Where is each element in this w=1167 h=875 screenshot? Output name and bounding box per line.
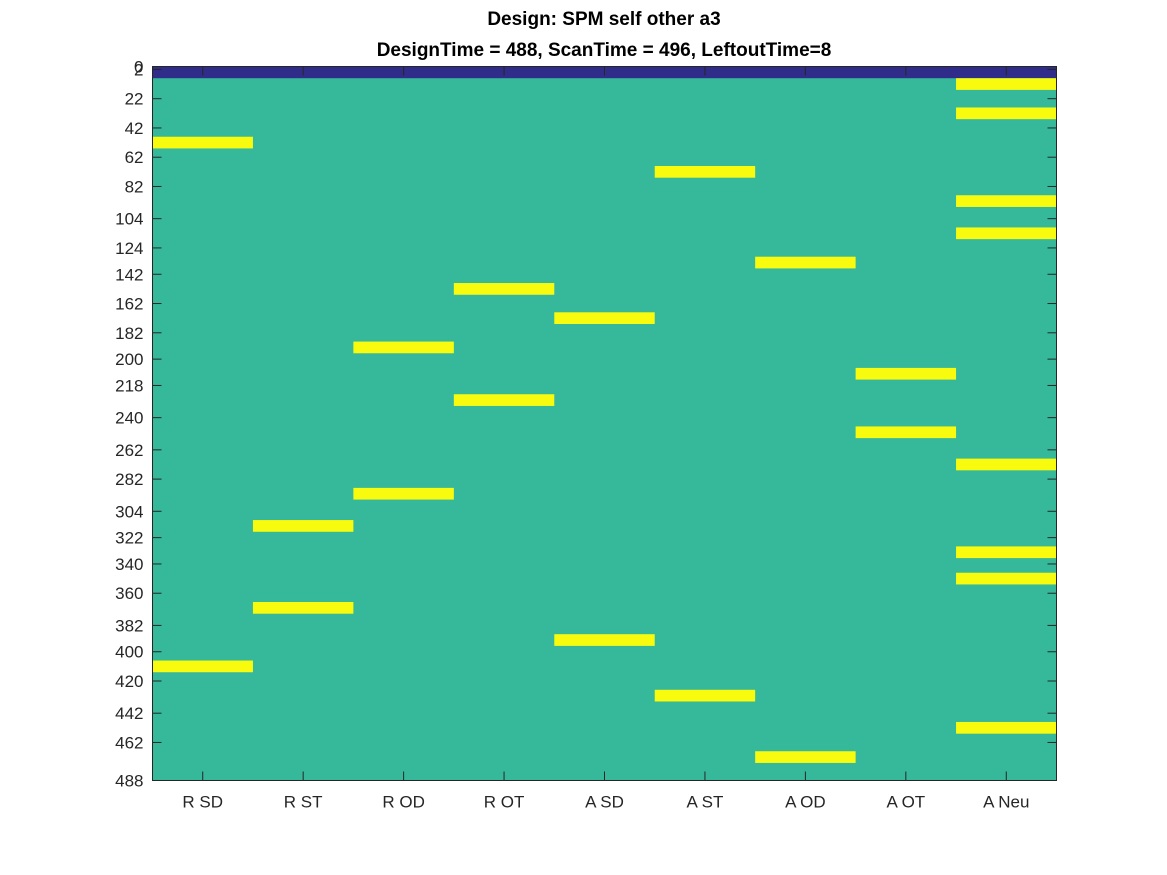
event-block [654,689,756,702]
event-block [956,107,1057,120]
y-tick-label: 124 [115,239,143,258]
x-tick-label: A SD [585,793,624,812]
event-block [152,660,253,673]
y-tick-label: 62 [125,148,144,167]
event-block [252,520,354,532]
event-block [252,602,354,614]
event-block [956,227,1057,240]
x-axis-ticks: R SD R ST R OD R OT A SD A ST A OD A OT A Neu [182,66,1029,812]
y-tick-label: 462 [115,733,143,752]
event-block [956,572,1057,585]
x-tick-label: A Neu [983,793,1029,812]
y-tick-label: 82 [125,177,144,196]
y-tick-label: 104 [115,210,143,229]
y-tick-label: 200 [115,350,143,369]
x-tick-label: R OD [382,793,425,812]
event-block [956,458,1057,471]
event-block [554,634,655,646]
event-block [453,283,555,295]
y-tick-label: 360 [115,584,143,603]
y-tick-label: 382 [115,616,143,635]
y-tick-label: 488 [115,772,143,791]
event-block [654,165,756,178]
y-axis-ticks: 0222426282104124142162182200218240262282… [115,58,1057,791]
heatmap-background [152,66,1057,781]
x-tick-label: R ST [284,793,323,812]
event-block [956,546,1057,559]
y-tick-label: 340 [115,555,143,574]
axes-box [152,66,1057,781]
event-block [956,78,1057,90]
y-tick-label: 420 [115,672,143,691]
x-tick-label: R SD [182,793,223,812]
event-block [453,394,555,406]
x-tick-label: A OD [785,793,826,812]
y-tick-label: 142 [115,265,143,284]
event-block [353,487,454,500]
y-tick-label: 442 [115,704,143,723]
y-tick-label: 304 [115,502,143,521]
y-tick-label: 240 [115,409,143,428]
y-tick-label: 22 [125,90,144,109]
event-block [353,341,454,354]
event-block [755,256,856,269]
y-tick-label: 2 [134,60,143,79]
chart-subtitle: DesignTime = 488, ScanTime = 496, Leftou… [377,40,832,61]
y-tick-label: 162 [115,295,143,314]
y-tick-label: 322 [115,529,143,548]
plot-area [152,66,1057,781]
x-tick-label: A OT [886,793,925,812]
y-tick-label: 282 [115,470,143,489]
y-tick-label: 218 [115,376,143,395]
event-block [956,721,1057,734]
x-tick-label: R OT [484,793,525,812]
event-block [855,367,957,380]
y-tick-label: 400 [115,643,143,662]
y-tick-label: 262 [115,441,143,460]
event-block [956,195,1057,207]
event-block [755,751,856,763]
event-block [855,426,957,439]
x-tick-label: A ST [687,793,724,812]
chart-title: Design: SPM self other a3 [487,9,720,30]
event-block [152,136,253,149]
y-tick-label: 0 [134,58,143,77]
event-block [554,312,655,325]
y-tick-label: 42 [125,119,144,138]
y-tick-label: 182 [115,324,143,343]
